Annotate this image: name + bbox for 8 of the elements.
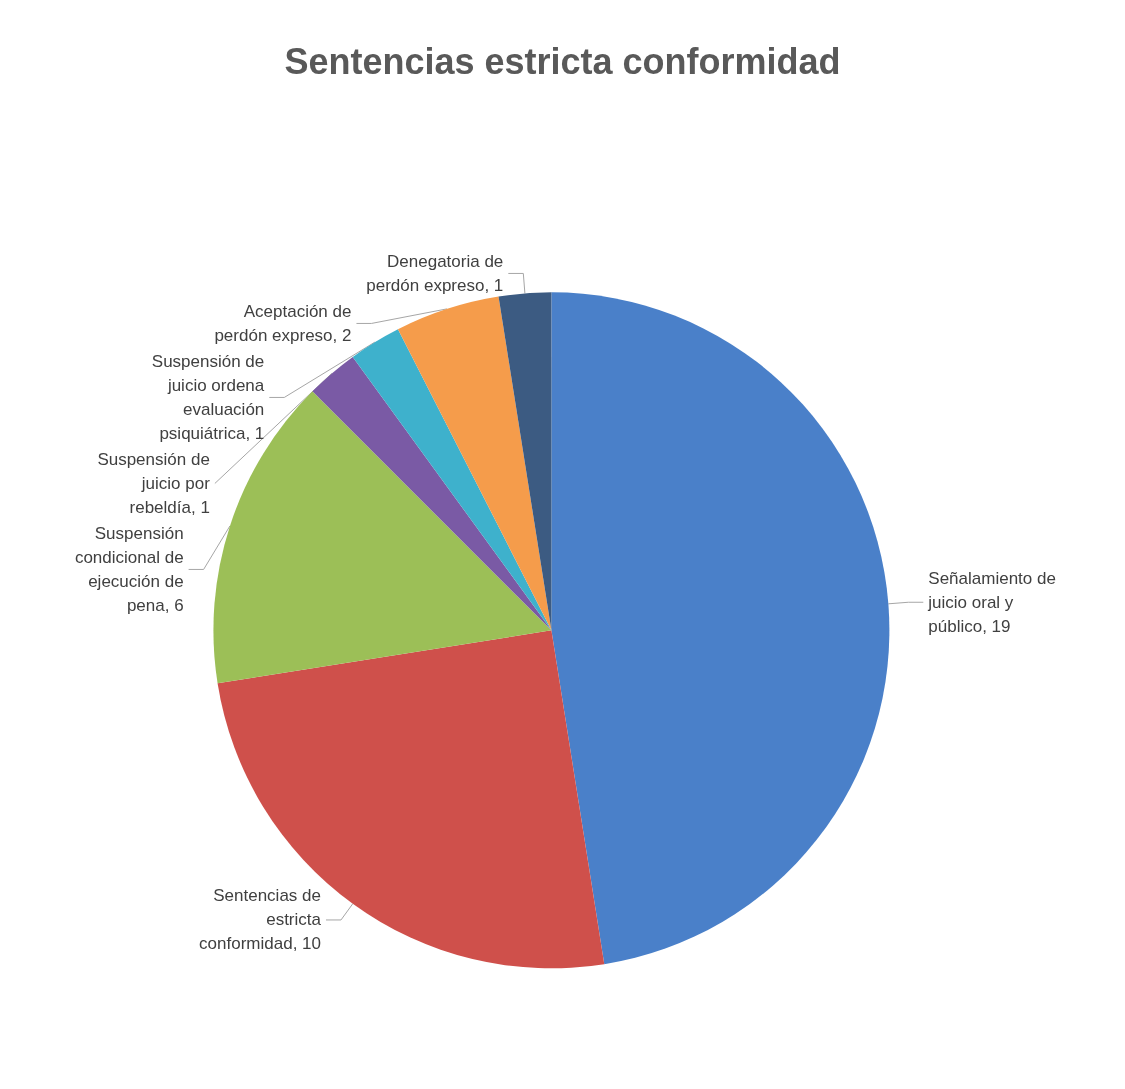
slice-label: Señalamiento de juicio oral y público, 19 xyxy=(927,568,1056,636)
slice-label: Suspensión de juicio ordena evaluación psiquiátrica, 1 xyxy=(151,351,265,443)
chart-title: Sentencias estricta conformidad xyxy=(284,40,841,82)
slice-label: Denegatoria de perdón expreso, 1 xyxy=(366,251,504,295)
slice-label: Suspensión de juicio por rebeldía, 1 xyxy=(97,449,211,517)
slice-label: Sentencias de estricta conformidad, 10 xyxy=(199,886,322,954)
slice-label: Aceptación de perdón expreso, 2 xyxy=(214,301,352,345)
slice-label: Suspensión condicional de ejecución de pena, 6 xyxy=(74,523,184,615)
